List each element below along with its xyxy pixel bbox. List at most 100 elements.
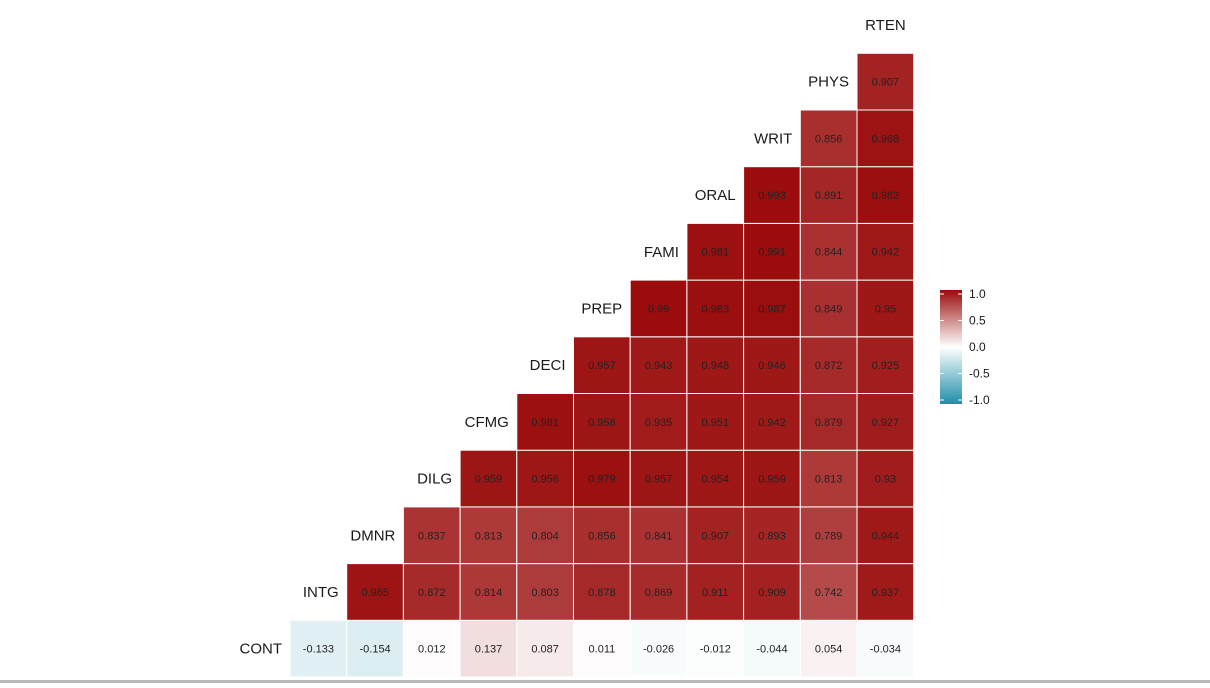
heatmap-cell-intg-phys	[799, 563, 858, 621]
heatmap-cell-fami-oral	[686, 222, 745, 281]
heatmap-cell-cont-oral	[686, 619, 745, 678]
cell-value-label: 0.891	[815, 190, 843, 202]
heatmap-cell-intg-writ	[743, 563, 801, 621]
cell-value-label: -0.012	[700, 644, 731, 656]
cell-value-label: 0.99	[648, 303, 669, 315]
cell-value-label: -0.026	[643, 644, 674, 656]
cell-value-label: 0.937	[872, 587, 900, 599]
cell-value-label: 0.814	[475, 587, 503, 599]
bottom-divider	[0, 680, 1210, 683]
heatmap-cell-deci-oral	[686, 336, 745, 394]
variable-label-oral: ORAL	[695, 187, 736, 204]
cell-value-label: 0.925	[872, 360, 900, 372]
cell-value-label: 0.856	[588, 530, 616, 542]
cell-value-label: 0.879	[815, 417, 843, 429]
cell-value-label: 0.804	[531, 530, 559, 542]
cell-value-label: 0.968	[872, 133, 900, 145]
variable-label-writ: WRIT	[754, 130, 792, 147]
heatmap-cell-intg-dmnr	[346, 563, 404, 621]
heatmap-cell-cont-phys	[799, 619, 858, 678]
heatmap-cell-cont-dmnr	[346, 619, 404, 678]
heatmap-cell-dilg-fami	[629, 449, 688, 508]
cell-value-label: 0.841	[645, 530, 673, 542]
cell-value-label: 0.956	[531, 474, 559, 486]
variable-label-rten: RTEN	[865, 17, 906, 34]
cell-value-label: 0.959	[758, 474, 786, 486]
cell-value-label: -0.154	[359, 644, 390, 656]
heatmap-cell-deci-writ	[743, 336, 801, 394]
heatmap-cell-cfmg-fami	[629, 393, 688, 451]
heatmap-cell-oral-phys	[799, 166, 858, 224]
cell-value-label: 0.946	[758, 360, 786, 372]
cell-value-label: 0.942	[758, 417, 786, 429]
heatmap-cell-deci-prep	[573, 336, 631, 394]
heatmap-cell-oral-writ	[743, 166, 801, 224]
heatmap-cell-dmnr-cfmg	[459, 506, 518, 565]
cell-value-label: 0.907	[702, 530, 730, 542]
variable-label-fami: FAMI	[644, 244, 679, 261]
cell-value-label: 0.813	[815, 474, 843, 486]
cell-value-label: 0.907	[872, 77, 900, 89]
cell-value-label: 0.927	[872, 417, 900, 429]
legend-tick-label: 0.5	[969, 314, 986, 328]
heatmap-cell-deci-fami	[629, 336, 688, 394]
heatmap-cell-dilg-cfmg	[459, 449, 518, 508]
legend-tick-label: -1.0	[969, 393, 990, 407]
cell-value-label: 0.95	[875, 303, 896, 315]
legend-color-bar	[940, 290, 962, 404]
variable-label-prep: PREP	[581, 300, 622, 317]
cell-value-label: 0.951	[702, 417, 730, 429]
heatmap-cell-cont-rten	[856, 619, 915, 678]
cell-value-label: 0.803	[531, 587, 559, 599]
heatmap-cell-deci-phys	[799, 336, 858, 394]
cell-value-label: 0.878	[588, 587, 616, 599]
cell-value-label: 0.789	[815, 530, 843, 542]
cell-value-label: 0.983	[702, 303, 730, 315]
heatmap-cells	[289, 52, 915, 678]
heatmap-cell-writ-rten	[856, 109, 915, 168]
heatmap-cell-dilg-rten	[856, 449, 915, 508]
cell-value-label: 0.979	[588, 474, 616, 486]
heatmap-cell-cont-writ	[743, 619, 801, 678]
cell-value-label: 0.991	[758, 247, 786, 259]
heatmap-cell-cont-prep	[573, 619, 631, 678]
variable-label-dilg: DILG	[417, 471, 452, 488]
cell-value-label: 0.742	[815, 587, 843, 599]
variable-label-intg: INTG	[303, 584, 339, 601]
cell-value-label: 0.982	[872, 190, 900, 202]
cell-value-label: 0.872	[815, 360, 843, 372]
heatmap-cell-intg-oral	[686, 563, 745, 621]
cell-value-label: 0.993	[758, 190, 786, 202]
cell-value-label: 0.054	[815, 644, 843, 656]
heatmap-cell-dilg-writ	[743, 449, 801, 508]
heatmap-cell-dmnr-oral	[686, 506, 745, 565]
cell-value-label: 0.957	[588, 360, 616, 372]
cell-value-label: 0.981	[702, 247, 730, 259]
cell-value-label: 0.954	[702, 474, 730, 486]
heatmap-cell-intg-prep	[573, 563, 631, 621]
cell-value-label: 0.987	[758, 303, 786, 315]
cell-value-label: 0.944	[872, 530, 900, 542]
cell-value-label: 0.957	[645, 474, 673, 486]
variable-label-dmnr: DMNR	[350, 527, 395, 544]
heatmap-cell-cont-deci	[516, 619, 574, 678]
heatmap-cell-intg-dilg	[402, 563, 461, 621]
cell-value-label: 0.872	[418, 587, 446, 599]
cell-value-label: -0.044	[756, 644, 787, 656]
heatmap-cell-intg-rten	[856, 563, 915, 621]
heatmap-cell-prep-oral	[686, 279, 745, 338]
heatmap-cell-prep-writ	[743, 279, 801, 338]
cell-value-label: 0.011	[589, 644, 616, 656]
heatmap-cell-dilg-oral	[686, 449, 745, 508]
variable-label-phys: PHYS	[808, 74, 849, 91]
legend-tick-label: 1.0	[969, 287, 986, 301]
cell-value-label: 0.965	[361, 587, 389, 599]
heatmap-cell-dmnr-writ	[743, 506, 801, 565]
legend-tick-label: -0.5	[969, 367, 990, 381]
heatmap-cell-labels: -0.133 -0.154 0.012 0.137 0.087 0.011 -0.026 -0…	[303, 77, 901, 656]
cell-value-label: 0.981	[531, 417, 559, 429]
heatmap-cell-cfmg-rten	[856, 393, 915, 451]
variable-labels: CONT INTG DMNR DILG CFMG DECI PREP FAMI ORAL WRIT…	[240, 17, 906, 658]
heatmap-cell-cont-fami	[629, 619, 688, 678]
